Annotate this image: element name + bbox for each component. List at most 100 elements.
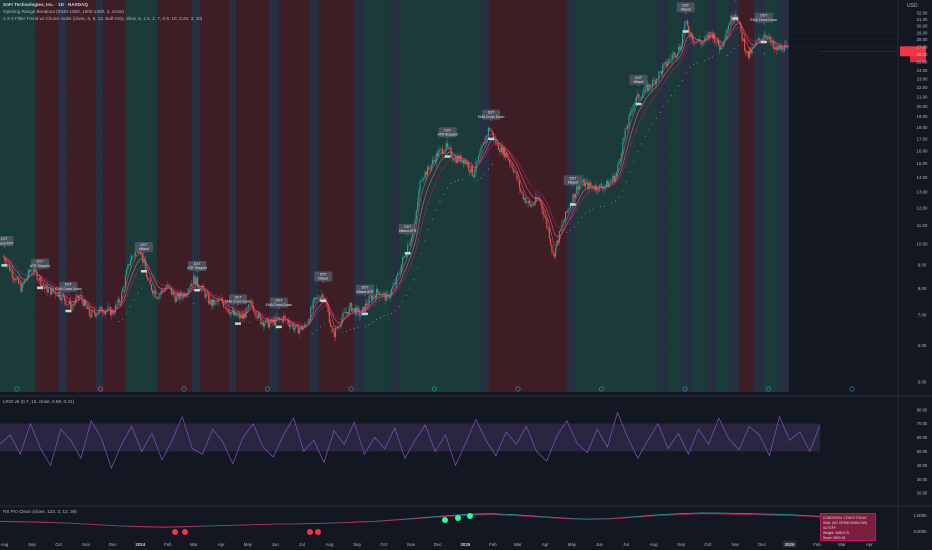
candle-up bbox=[698, 39, 700, 42]
x-tick-label: Mar bbox=[514, 542, 522, 547]
candle-up bbox=[321, 294, 323, 298]
candle-up bbox=[661, 66, 664, 74]
candle-up bbox=[230, 312, 232, 315]
trailing-stop-dot bbox=[118, 321, 120, 322]
trailing-stop-dot bbox=[320, 326, 322, 328]
candle-down bbox=[518, 180, 521, 189]
trailing-stop-dot bbox=[383, 315, 385, 317]
x-tick-label: Feb bbox=[164, 542, 172, 547]
candle-up bbox=[172, 291, 174, 295]
signal-label-box bbox=[438, 127, 457, 138]
candle-up bbox=[308, 319, 310, 321]
candle-up bbox=[395, 276, 398, 284]
rsi-tick-label: 80.00 bbox=[917, 407, 928, 412]
candle-down bbox=[674, 52, 676, 58]
candle-up bbox=[486, 135, 488, 137]
candle-up bbox=[127, 264, 129, 270]
trend-band-bear bbox=[66, 0, 96, 392]
candle-down bbox=[506, 152, 508, 159]
x-tick-label: Nov bbox=[407, 542, 416, 547]
candle-up bbox=[681, 33, 683, 46]
candle-up bbox=[684, 21, 686, 30]
candle-up bbox=[412, 231, 414, 238]
candle-up bbox=[390, 288, 393, 295]
trailing-stop-dot bbox=[122, 318, 124, 320]
candle-up bbox=[479, 152, 481, 157]
candle-down bbox=[103, 312, 105, 314]
rs-signal-dot bbox=[172, 529, 178, 535]
trailing-stop-dot bbox=[376, 319, 378, 321]
signal-label-pointer bbox=[734, 0, 737, 2]
trailing-stop-dot bbox=[379, 317, 381, 318]
candle-up bbox=[556, 240, 558, 248]
candle-up bbox=[111, 309, 113, 316]
candle-up bbox=[277, 317, 279, 319]
candle-up bbox=[123, 286, 125, 288]
candle-down bbox=[173, 291, 175, 296]
trailing-stop-dot bbox=[432, 218, 433, 220]
trailing-stop-dot bbox=[249, 321, 251, 323]
candle-down bbox=[504, 147, 506, 158]
candle-down bbox=[147, 277, 149, 280]
candle-up bbox=[777, 46, 779, 51]
candle-down bbox=[223, 302, 225, 308]
candle-down bbox=[344, 312, 347, 314]
trailing-stop-dot bbox=[652, 123, 654, 124]
candle-down bbox=[387, 293, 389, 295]
candle-up bbox=[533, 203, 536, 205]
candle-up bbox=[298, 328, 301, 334]
candle-down bbox=[660, 71, 662, 74]
candle-up bbox=[480, 147, 482, 153]
candle-up bbox=[316, 297, 318, 299]
x-tick-label: Aug bbox=[650, 542, 658, 547]
candle-down bbox=[327, 306, 329, 313]
trailing-stop-dot bbox=[678, 85, 680, 87]
trend-band-neutral bbox=[391, 0, 399, 392]
x-tick-label: May bbox=[568, 542, 577, 547]
signal-label-box bbox=[269, 297, 288, 308]
candle-down bbox=[144, 260, 146, 270]
candle-up bbox=[771, 41, 773, 43]
signal-label-pointer bbox=[571, 185, 575, 188]
y-tick-label: 7.00 bbox=[918, 313, 927, 318]
candle-up bbox=[61, 294, 63, 301]
candle-down bbox=[366, 303, 368, 306]
signal-label-box bbox=[398, 223, 417, 234]
candle-down bbox=[155, 296, 158, 299]
trailing-stop-dot bbox=[618, 196, 620, 198]
signal-label-box bbox=[188, 261, 207, 272]
signal-label-pointer bbox=[321, 281, 325, 284]
trailing-stop-dot bbox=[693, 64, 695, 65]
signal-label-text: EMA Cross Down bbox=[478, 115, 505, 119]
ema-line bbox=[3, 19, 789, 329]
candle-down bbox=[499, 150, 501, 152]
y-tick-label: 20.00 bbox=[917, 104, 929, 109]
trailing-stop-dot bbox=[588, 210, 590, 212]
signal-label-box bbox=[676, 2, 695, 13]
candle-up bbox=[527, 200, 529, 203]
rs-signal-dot bbox=[467, 513, 473, 519]
trailing-stop-dot bbox=[368, 324, 370, 326]
candle-up bbox=[290, 325, 292, 327]
candle-up bbox=[727, 25, 729, 30]
candle-up bbox=[190, 283, 192, 287]
x-tick-label: Apr bbox=[542, 542, 549, 547]
trailing-stop-dot bbox=[581, 217, 583, 219]
candle-up bbox=[476, 160, 478, 162]
signal-label-text: DXT bbox=[235, 295, 242, 299]
candle-up bbox=[113, 312, 115, 314]
candle-down bbox=[93, 310, 95, 314]
event-marker bbox=[181, 386, 187, 392]
candle-up bbox=[690, 34, 692, 36]
candle-up bbox=[474, 172, 476, 178]
candle-up bbox=[242, 314, 245, 319]
event-marker bbox=[264, 386, 270, 392]
trend-bands bbox=[0, 0, 789, 392]
candle-up bbox=[368, 295, 370, 304]
candle-down bbox=[765, 34, 767, 36]
candle-down bbox=[330, 322, 332, 327]
rsi-tick-label: 50.00 bbox=[917, 449, 928, 454]
candle-up bbox=[385, 293, 388, 301]
candle-down bbox=[517, 179, 519, 181]
